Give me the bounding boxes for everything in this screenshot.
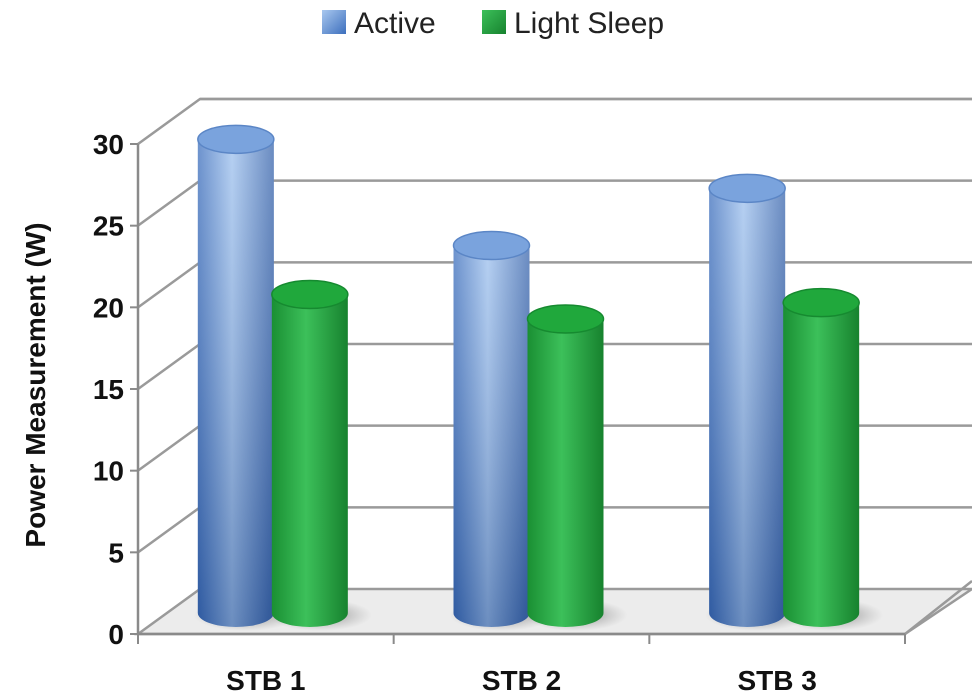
legend: Active Light Sleep [322,7,664,40]
bar-active [449,230,554,631]
bar-top [197,124,275,155]
y-tick-label: 30 [93,129,124,160]
legend-item-active: Active [322,7,436,40]
bar-body [271,294,348,628]
y-tick-label: 5 [108,537,124,568]
legend-label-light-sleep: Light Sleep [514,7,664,40]
bar-top [452,230,531,261]
axes [130,143,906,644]
bars [193,124,884,631]
bar-active [705,173,810,631]
bar-light-sleep [267,279,372,631]
bar-top [782,287,860,318]
y-tick-labels: 0 5 10 15 20 25 30 [93,129,124,650]
bar-shade [197,139,274,628]
legend-item-light-sleep: Light Sleep [482,7,664,40]
bar-body [527,319,604,628]
bar-top [708,173,786,204]
y-tick-label: 10 [93,456,124,487]
floor-edge [904,580,972,635]
bar-light-sleep [779,287,884,631]
bar-active [193,124,298,631]
bar-body [783,302,860,628]
bar-shade [453,245,530,628]
y-tick-label: 0 [108,619,124,650]
bar-shade [709,188,786,628]
y-tick-label: 25 [93,211,124,242]
bar-top [526,304,605,334]
bar-light-sleep [523,304,628,631]
legend-swatch-active [322,10,346,34]
legend-swatch-light-sleep [482,10,506,34]
bar-top [271,279,349,310]
x-tick-labels: STB 1 STB 2 STB 3 [226,665,817,696]
x-tick-label: STB 3 [737,665,816,696]
x-tick-label: STB 2 [482,665,561,696]
y-tick-label: 15 [93,374,124,405]
y-axis-label: Power Measurement (W) [20,222,51,547]
x-tick-label: STB 1 [226,665,305,696]
legend-label-active: Active [354,7,436,40]
y-tick-label: 20 [93,292,124,323]
